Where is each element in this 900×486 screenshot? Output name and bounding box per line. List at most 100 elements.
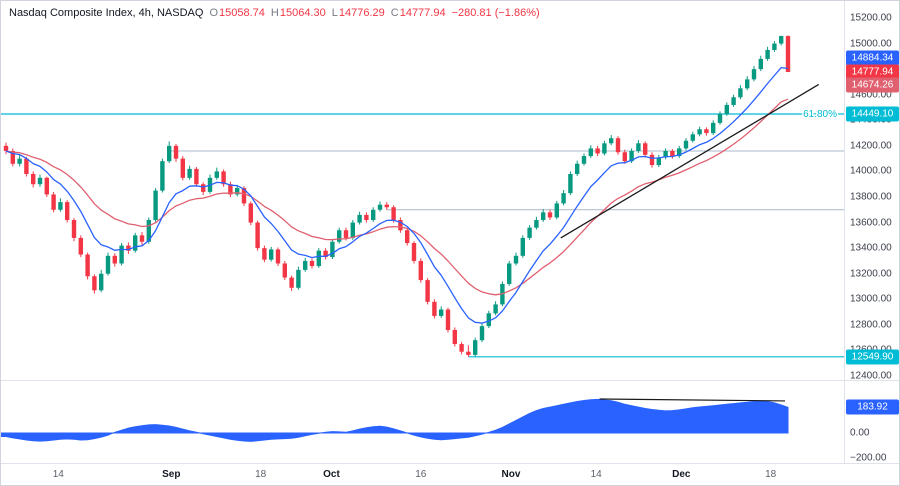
open-label: O	[209, 7, 218, 19]
price-tick: 15200.00	[850, 12, 892, 24]
candle-body	[146, 220, 151, 242]
candle-body	[643, 143, 648, 155]
candle-body	[10, 150, 15, 164]
candle-body	[17, 158, 22, 164]
candle-body	[588, 148, 593, 157]
candle-body	[547, 212, 553, 218]
candle-body	[337, 230, 342, 242]
candle-body	[486, 313, 491, 327]
candle-body	[622, 152, 627, 162]
candle-body	[51, 194, 56, 210]
candle-body	[411, 243, 417, 261]
price-axis-badge: 12549.90	[846, 349, 899, 365]
candle-body	[364, 214, 369, 221]
price-tick: 13200.00	[850, 268, 892, 280]
price-tick: 13600.00	[850, 217, 892, 229]
time-axis-divider	[1, 463, 899, 464]
candle-body	[296, 269, 301, 288]
indicator-canvas	[1, 398, 789, 442]
indicator-area	[1, 398, 789, 442]
price-axis-badge: 14777.94	[846, 64, 899, 80]
candle-body	[452, 329, 457, 345]
candle-body	[194, 168, 199, 185]
candle-body	[629, 150, 634, 162]
candle-body	[513, 255, 519, 264]
candle-body	[398, 220, 403, 231]
candle-body	[731, 97, 736, 105]
candle-body	[255, 222, 260, 249]
pane-divider[interactable]	[1, 380, 899, 381]
candle-body	[724, 104, 729, 114]
main-chart-pane[interactable]: 61.80% Nasdaq Composite Index, 4h, NASDA…	[1, 1, 844, 380]
candle-body	[459, 344, 464, 352]
candle-body	[717, 113, 723, 123]
candle-body	[58, 202, 63, 210]
candle-body	[31, 173, 36, 185]
candle-body	[153, 190, 158, 221]
candle-body	[575, 163, 580, 174]
candle-body	[187, 168, 192, 178]
time-label-day: 16	[415, 469, 427, 480]
candle-body	[439, 309, 444, 316]
candle-body	[201, 184, 206, 192]
candle-body	[479, 326, 485, 341]
indicator-pane[interactable]	[1, 381, 844, 463]
main-chart-canvas: 61.80%	[1, 35, 844, 358]
low-label: L	[331, 7, 338, 19]
indicator-tick: −200.00	[850, 452, 887, 464]
candle-body	[85, 254, 90, 277]
candle-body	[704, 129, 709, 134]
candle-body	[425, 280, 430, 302]
candle-body	[507, 263, 512, 284]
candle-body	[534, 220, 539, 228]
candle-body	[316, 250, 321, 267]
candle-body	[180, 158, 185, 178]
time-label-day: 14	[590, 469, 602, 480]
candle-body	[105, 255, 111, 274]
time-label-month: Sep	[162, 469, 181, 480]
candle-body	[167, 145, 172, 162]
candle-body	[173, 145, 179, 159]
candle-body	[636, 143, 641, 151]
symbol-title[interactable]: Nasdaq Composite Index, 4h, NASDAQ	[9, 7, 204, 19]
candle-body	[323, 250, 328, 258]
price-tick: 14000.00	[850, 165, 892, 177]
candle-body	[690, 134, 695, 141]
candle-body	[670, 150, 675, 157]
candle-body	[745, 79, 750, 89]
candle-body	[581, 156, 587, 164]
candle-body	[568, 173, 573, 194]
price-tick: 13400.00	[850, 242, 892, 254]
candle-body	[493, 304, 498, 314]
candle-body	[656, 157, 661, 166]
candle-body	[24, 158, 29, 174]
candle-body	[391, 207, 396, 221]
price-axis[interactable]: 15200.0015000.0014800.0014600.0014400.00…	[845, 1, 899, 464]
trendline	[560, 83, 820, 239]
candle-body	[418, 260, 423, 281]
close-label: C	[390, 7, 399, 19]
candle-body	[765, 49, 770, 59]
candle-body	[663, 150, 668, 158]
candle-body	[527, 227, 532, 238]
candle-body	[126, 245, 131, 251]
ma-slow-line	[5, 98, 789, 296]
price-tick: 13000.00	[850, 293, 892, 305]
candle-body	[609, 138, 614, 144]
candle-body	[99, 273, 104, 291]
time-axis[interactable]: 14 Sep 18 Oct 16 Nov 14 Dec 18	[1, 464, 899, 485]
candle-body	[235, 188, 240, 195]
candle-body	[71, 220, 77, 238]
candle-body	[683, 140, 689, 149]
indicator-trendline	[599, 398, 785, 402]
time-label-day: 18	[255, 469, 267, 480]
candle-body	[44, 177, 49, 195]
time-label-day: 18	[765, 469, 777, 480]
candle-body	[160, 161, 165, 191]
indicator-value-badge: 183.92	[846, 399, 899, 415]
price-tick: 12800.00	[850, 319, 892, 331]
price-tick: 15000.00	[850, 38, 892, 50]
candle-body	[384, 204, 389, 208]
candle-body	[357, 214, 362, 223]
